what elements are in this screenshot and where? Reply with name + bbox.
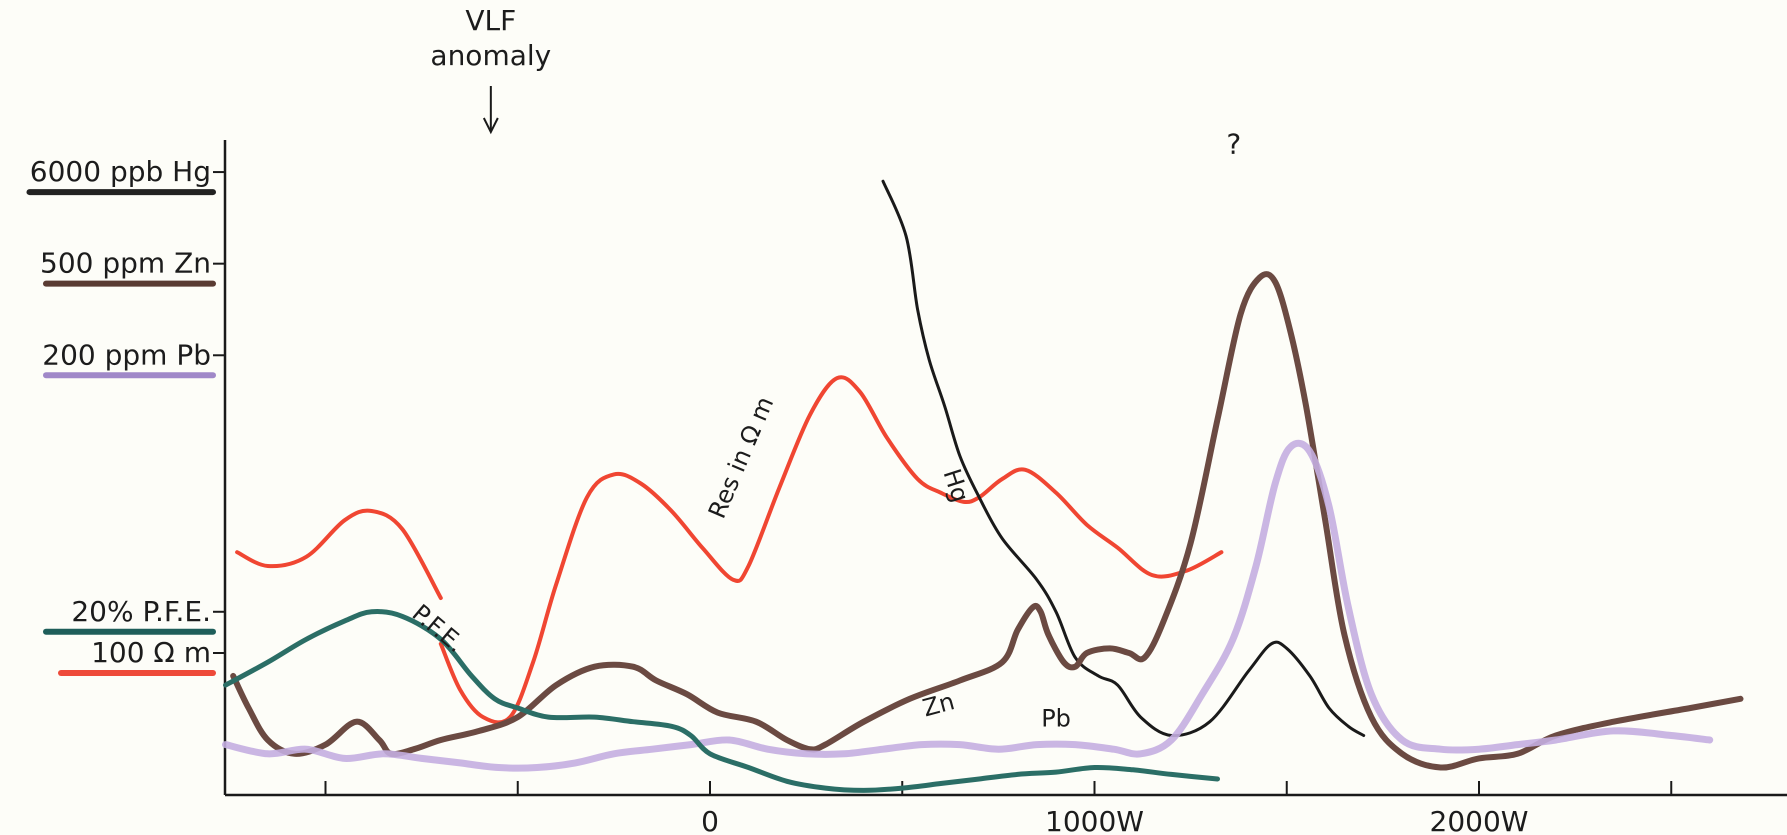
x-tick-label: 2000W [1430,805,1529,835]
y-scale-label: 20% P.F.E. [71,595,211,628]
y-scale-label: 200 ppm Pb [42,338,211,371]
y-scale-label: 100 Ω m [91,636,211,669]
series-line-pb [222,439,1714,772]
annotation-line-2: anomaly [430,39,551,72]
x-tick-label: 1000W [1045,805,1144,835]
series-line-resinm [438,375,1224,725]
annotation-arrow-head [482,117,499,135]
series-line-hg [881,179,1366,738]
series-line-pfe [223,609,1220,793]
series-label-pfe: P.F.E. [407,599,470,658]
y-scale-label: 500 ppm Zn [40,247,211,280]
series-line-resinm [235,508,443,600]
y-scale-label: 6000 ppb Hg [30,155,211,188]
annotation-line-1: VLF [465,4,516,37]
series-line-zn [230,271,1744,771]
x-tick-label: 0 [701,805,719,835]
series-label-hg: Hg [938,465,975,505]
uncertain-marker: ? [1226,128,1241,161]
series-label-pb: Pb [1041,704,1071,732]
series-label-resinm: Res in Ω m [703,392,779,522]
